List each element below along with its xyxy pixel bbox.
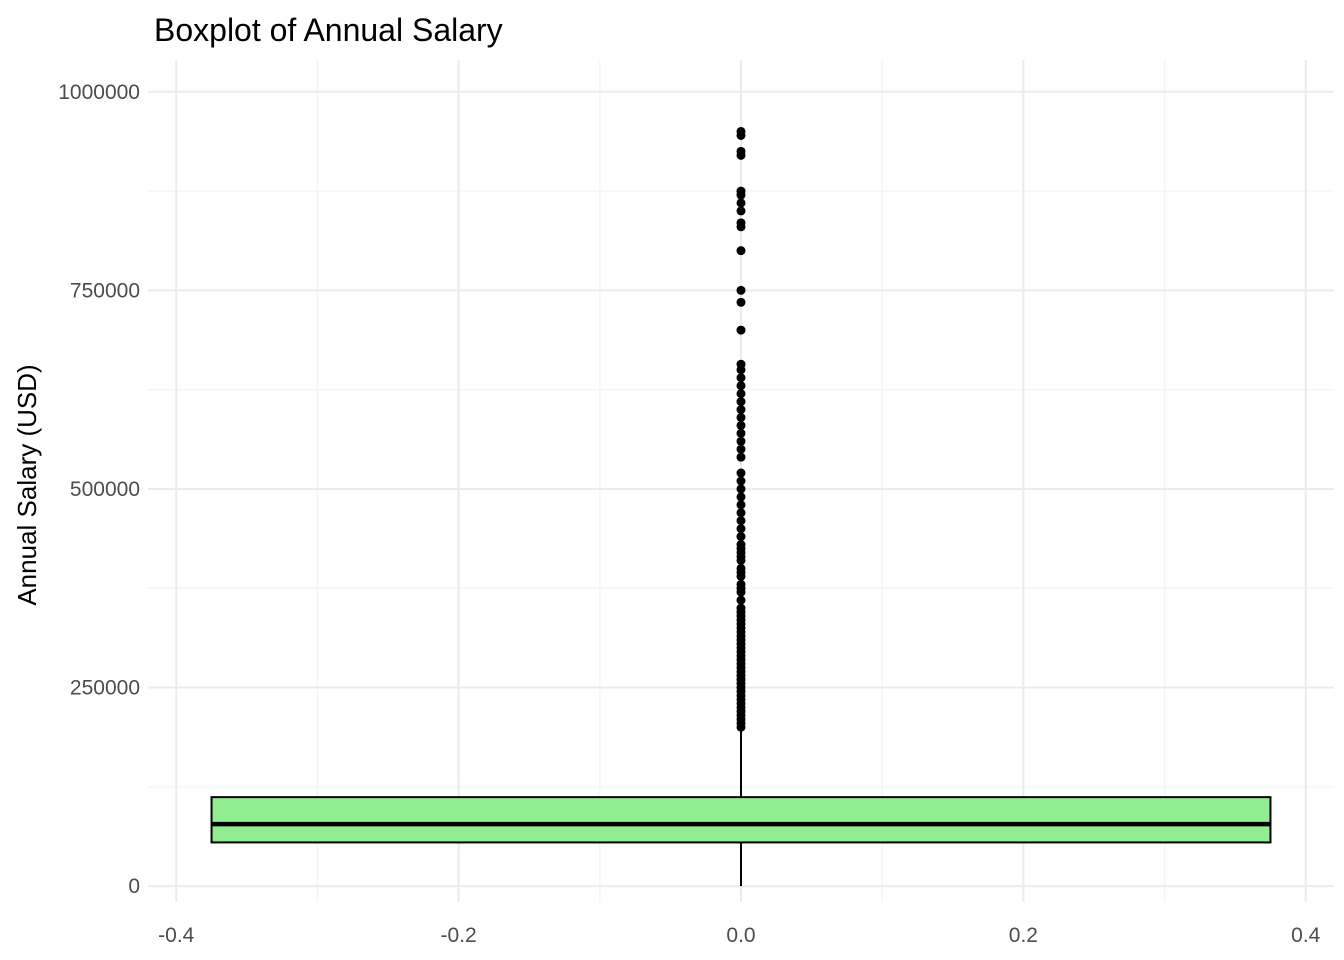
outlier-point (736, 420, 746, 430)
y-tick-label: 750000 (70, 279, 140, 302)
outlier-point (736, 222, 746, 232)
y-tick-labels: 0 250000 500000 750000 1000000 (58, 81, 140, 898)
y-tick-label: 1000000 (58, 81, 140, 104)
outlier-point (736, 595, 746, 605)
outlier-point (736, 484, 746, 494)
x-tick-label: 0.4 (1291, 924, 1321, 947)
outlier-point (736, 198, 746, 208)
y-tick-label: 500000 (70, 478, 140, 501)
outlier-point (736, 412, 746, 422)
outlier-point (736, 516, 746, 526)
outlier-point (736, 381, 746, 391)
outlier-point (736, 405, 746, 415)
outlier-point (736, 555, 746, 565)
outlier-point (736, 150, 746, 160)
outlier-point (736, 373, 746, 383)
outlier-point (736, 587, 746, 597)
y-tick-label: 0 (128, 875, 140, 898)
outlier-point (736, 436, 746, 446)
interquartile-box (210, 796, 1272, 844)
outlier-point (736, 492, 746, 502)
x-tick-label: -0.4 (158, 924, 195, 947)
outlier-point (736, 468, 746, 478)
chart-title: Boxplot of Annual Salary (154, 12, 503, 48)
x-tick-label: 0.0 (726, 924, 755, 947)
outlier-point (736, 452, 746, 462)
outlier-point (736, 428, 746, 438)
outlier-point (736, 365, 746, 375)
y-tick-label: 250000 (70, 677, 140, 700)
outlier-point (736, 444, 746, 454)
outlier-point (736, 285, 746, 295)
outlier-point (736, 508, 746, 518)
boxplot (210, 728, 1272, 887)
outlier-point (736, 130, 746, 140)
outlier-point (736, 500, 746, 510)
outlier-point (736, 476, 746, 486)
outlier-point (736, 532, 746, 542)
outlier-point (736, 571, 746, 581)
outlier-points (736, 126, 746, 732)
x-tick-label: 0.2 (1009, 924, 1038, 947)
outlier-point (736, 397, 746, 407)
x-tick-label: -0.2 (441, 924, 477, 947)
outlier-point (736, 190, 746, 200)
y-axis-label: Annual Salary (USD) (12, 364, 42, 605)
x-tick-labels: -0.4 -0.2 0.0 0.2 0.4 (158, 924, 1321, 947)
outlier-point (736, 246, 746, 256)
outlier-point (736, 206, 746, 216)
outlier-point (736, 722, 746, 732)
outlier-point (736, 297, 746, 307)
outlier-point (736, 325, 746, 335)
outlier-point (736, 524, 746, 534)
outlier-point (736, 389, 746, 399)
